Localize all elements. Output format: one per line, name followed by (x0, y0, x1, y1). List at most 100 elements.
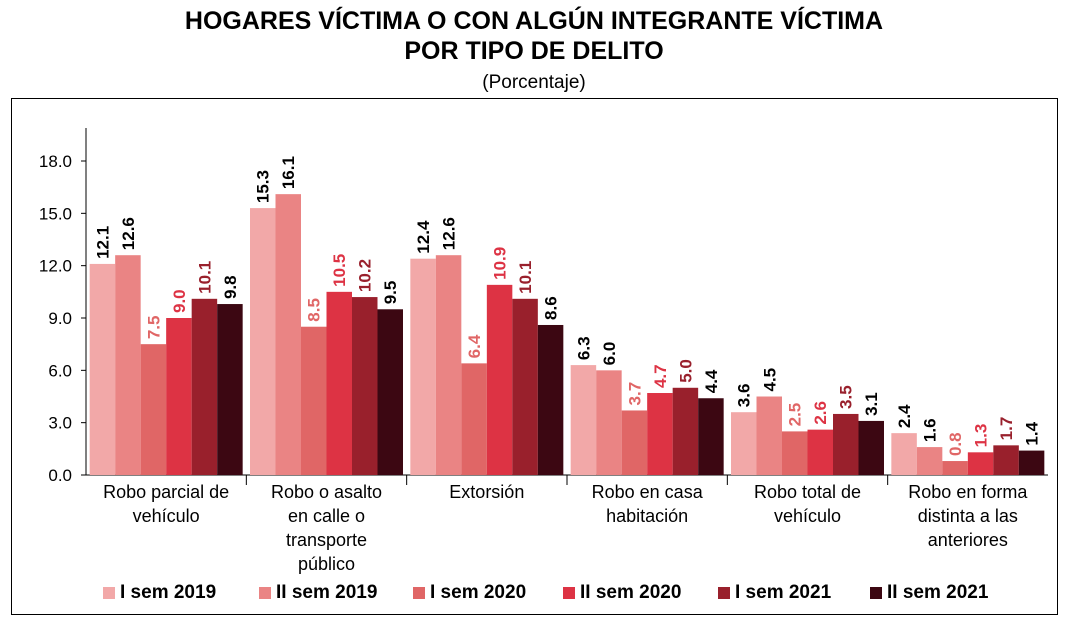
bar-value-label: 4.7 (651, 364, 670, 388)
y-tick-label: 3.0 (48, 414, 72, 433)
x-category-label: vehículo (774, 506, 841, 526)
bar (89, 263, 116, 475)
bar (191, 298, 218, 475)
bar-value-label: 1.4 (1023, 421, 1042, 445)
bar-value-label: 3.5 (837, 385, 856, 409)
legend-swatch (563, 587, 575, 599)
legend-item: I sem 2019 (103, 582, 216, 604)
bar-value-label: 5.0 (676, 359, 695, 383)
bar (140, 344, 167, 475)
legend-swatch (718, 587, 730, 599)
bar (275, 194, 301, 475)
bar-value-label: 0.8 (946, 432, 965, 456)
legend-label: I sem 2019 (120, 582, 217, 603)
chart-legend: I sem 2019 II sem 2019 I sem 2020 II sem 20… (0, 582, 1068, 606)
bar (435, 255, 462, 475)
legend-item: I sem 2020 (413, 582, 526, 604)
bar-value-label: 6.0 (600, 342, 619, 366)
bar (512, 298, 538, 475)
x-category-label: en calle o (288, 506, 365, 526)
y-tick-label: 0.0 (48, 466, 72, 485)
bar (782, 431, 808, 475)
bar (942, 461, 968, 475)
bar (647, 393, 673, 475)
legend-label: II sem 2021 (887, 582, 989, 603)
bar-value-label: 9.5 (381, 281, 400, 305)
bar (326, 291, 352, 475)
bar-value-label: 1.7 (997, 417, 1016, 441)
x-category-label: anteriores (928, 530, 1008, 550)
bar (596, 370, 622, 475)
bar (916, 447, 943, 475)
x-category-label: vehículo (133, 506, 200, 526)
bar-value-label: 12.6 (440, 217, 459, 250)
bar-value-label: 7.5 (144, 316, 163, 340)
bar (698, 398, 724, 475)
bar (967, 452, 994, 475)
bar-value-label: 10.1 (516, 261, 535, 294)
bar (858, 420, 884, 475)
bar-value-label: 2.6 (811, 401, 830, 425)
bar (570, 365, 597, 475)
legend-item: I sem 2021 (718, 582, 831, 604)
bar-value-label: 4.5 (760, 368, 779, 392)
bar (486, 284, 513, 475)
bar (731, 412, 757, 475)
y-tick-label: 15.0 (39, 204, 72, 223)
chart-frame (11, 98, 1058, 615)
bar (250, 208, 276, 475)
bar (672, 387, 699, 475)
bar-value-label: 8.5 (305, 298, 324, 322)
bar (377, 309, 403, 475)
legend-label: I sem 2020 (430, 582, 527, 603)
legend-label: II sem 2019 (276, 582, 378, 603)
bar (352, 297, 378, 475)
bar-value-label: 10.2 (356, 259, 375, 292)
bar-value-label: 16.1 (279, 156, 298, 189)
bar-value-label: 3.1 (862, 392, 881, 416)
bar (217, 304, 243, 475)
x-category-label: Robo total de (754, 482, 861, 502)
legend-swatch (259, 587, 271, 599)
x-category-label: Extorsión (449, 482, 524, 502)
legend-item: II sem 2021 (870, 582, 988, 604)
bar-value-label: 2.5 (786, 403, 805, 427)
y-tick-label: 6.0 (48, 361, 72, 380)
legend-label: I sem 2021 (735, 582, 832, 603)
legend-swatch (413, 587, 425, 599)
bar-value-label: 12.4 (414, 220, 433, 254)
y-tick-label: 12.0 (39, 257, 72, 276)
bar-value-label: 9.0 (170, 289, 189, 313)
x-category-label: Robo o asalto (271, 482, 382, 502)
bar-value-label: 6.3 (574, 336, 593, 360)
bar-value-label: 10.9 (491, 247, 510, 280)
bar (993, 445, 1019, 475)
bar-value-label: 15.3 (254, 170, 273, 203)
bar-value-label: 3.7 (625, 382, 644, 406)
chart-title-line2: POR TIPO DE DELITO (404, 37, 664, 65)
bar (891, 433, 917, 475)
bar-value-label: 9.8 (221, 275, 240, 299)
bar (461, 363, 487, 475)
chart-title-line1: HOGARES VÍCTIMA O CON ALGÚN INTEGRANTE V… (184, 7, 884, 35)
y-tick-label: 18.0 (39, 152, 72, 171)
bar-value-label: 4.4 (702, 369, 721, 393)
bar-value-label: 1.3 (972, 424, 991, 448)
legend-item: II sem 2019 (259, 582, 377, 604)
bar (115, 255, 141, 475)
y-tick-label: 9.0 (48, 309, 72, 328)
legend-item: II sem 2020 (563, 582, 681, 604)
legend-label: II sem 2020 (580, 582, 682, 603)
legend-swatch (870, 587, 882, 599)
bar (621, 410, 648, 475)
bar-value-label: 3.6 (735, 384, 754, 408)
bar (410, 258, 436, 475)
bar-value-label: 8.6 (542, 296, 561, 320)
x-category-label: Robo en forma (908, 482, 1028, 502)
bar-value-label: 12.1 (93, 226, 112, 259)
x-category-label: habitación (606, 506, 688, 526)
legend-swatch (103, 587, 115, 599)
x-category-label: transporte (286, 530, 367, 550)
chart-subtitle: (Porcentaje) (482, 72, 586, 93)
